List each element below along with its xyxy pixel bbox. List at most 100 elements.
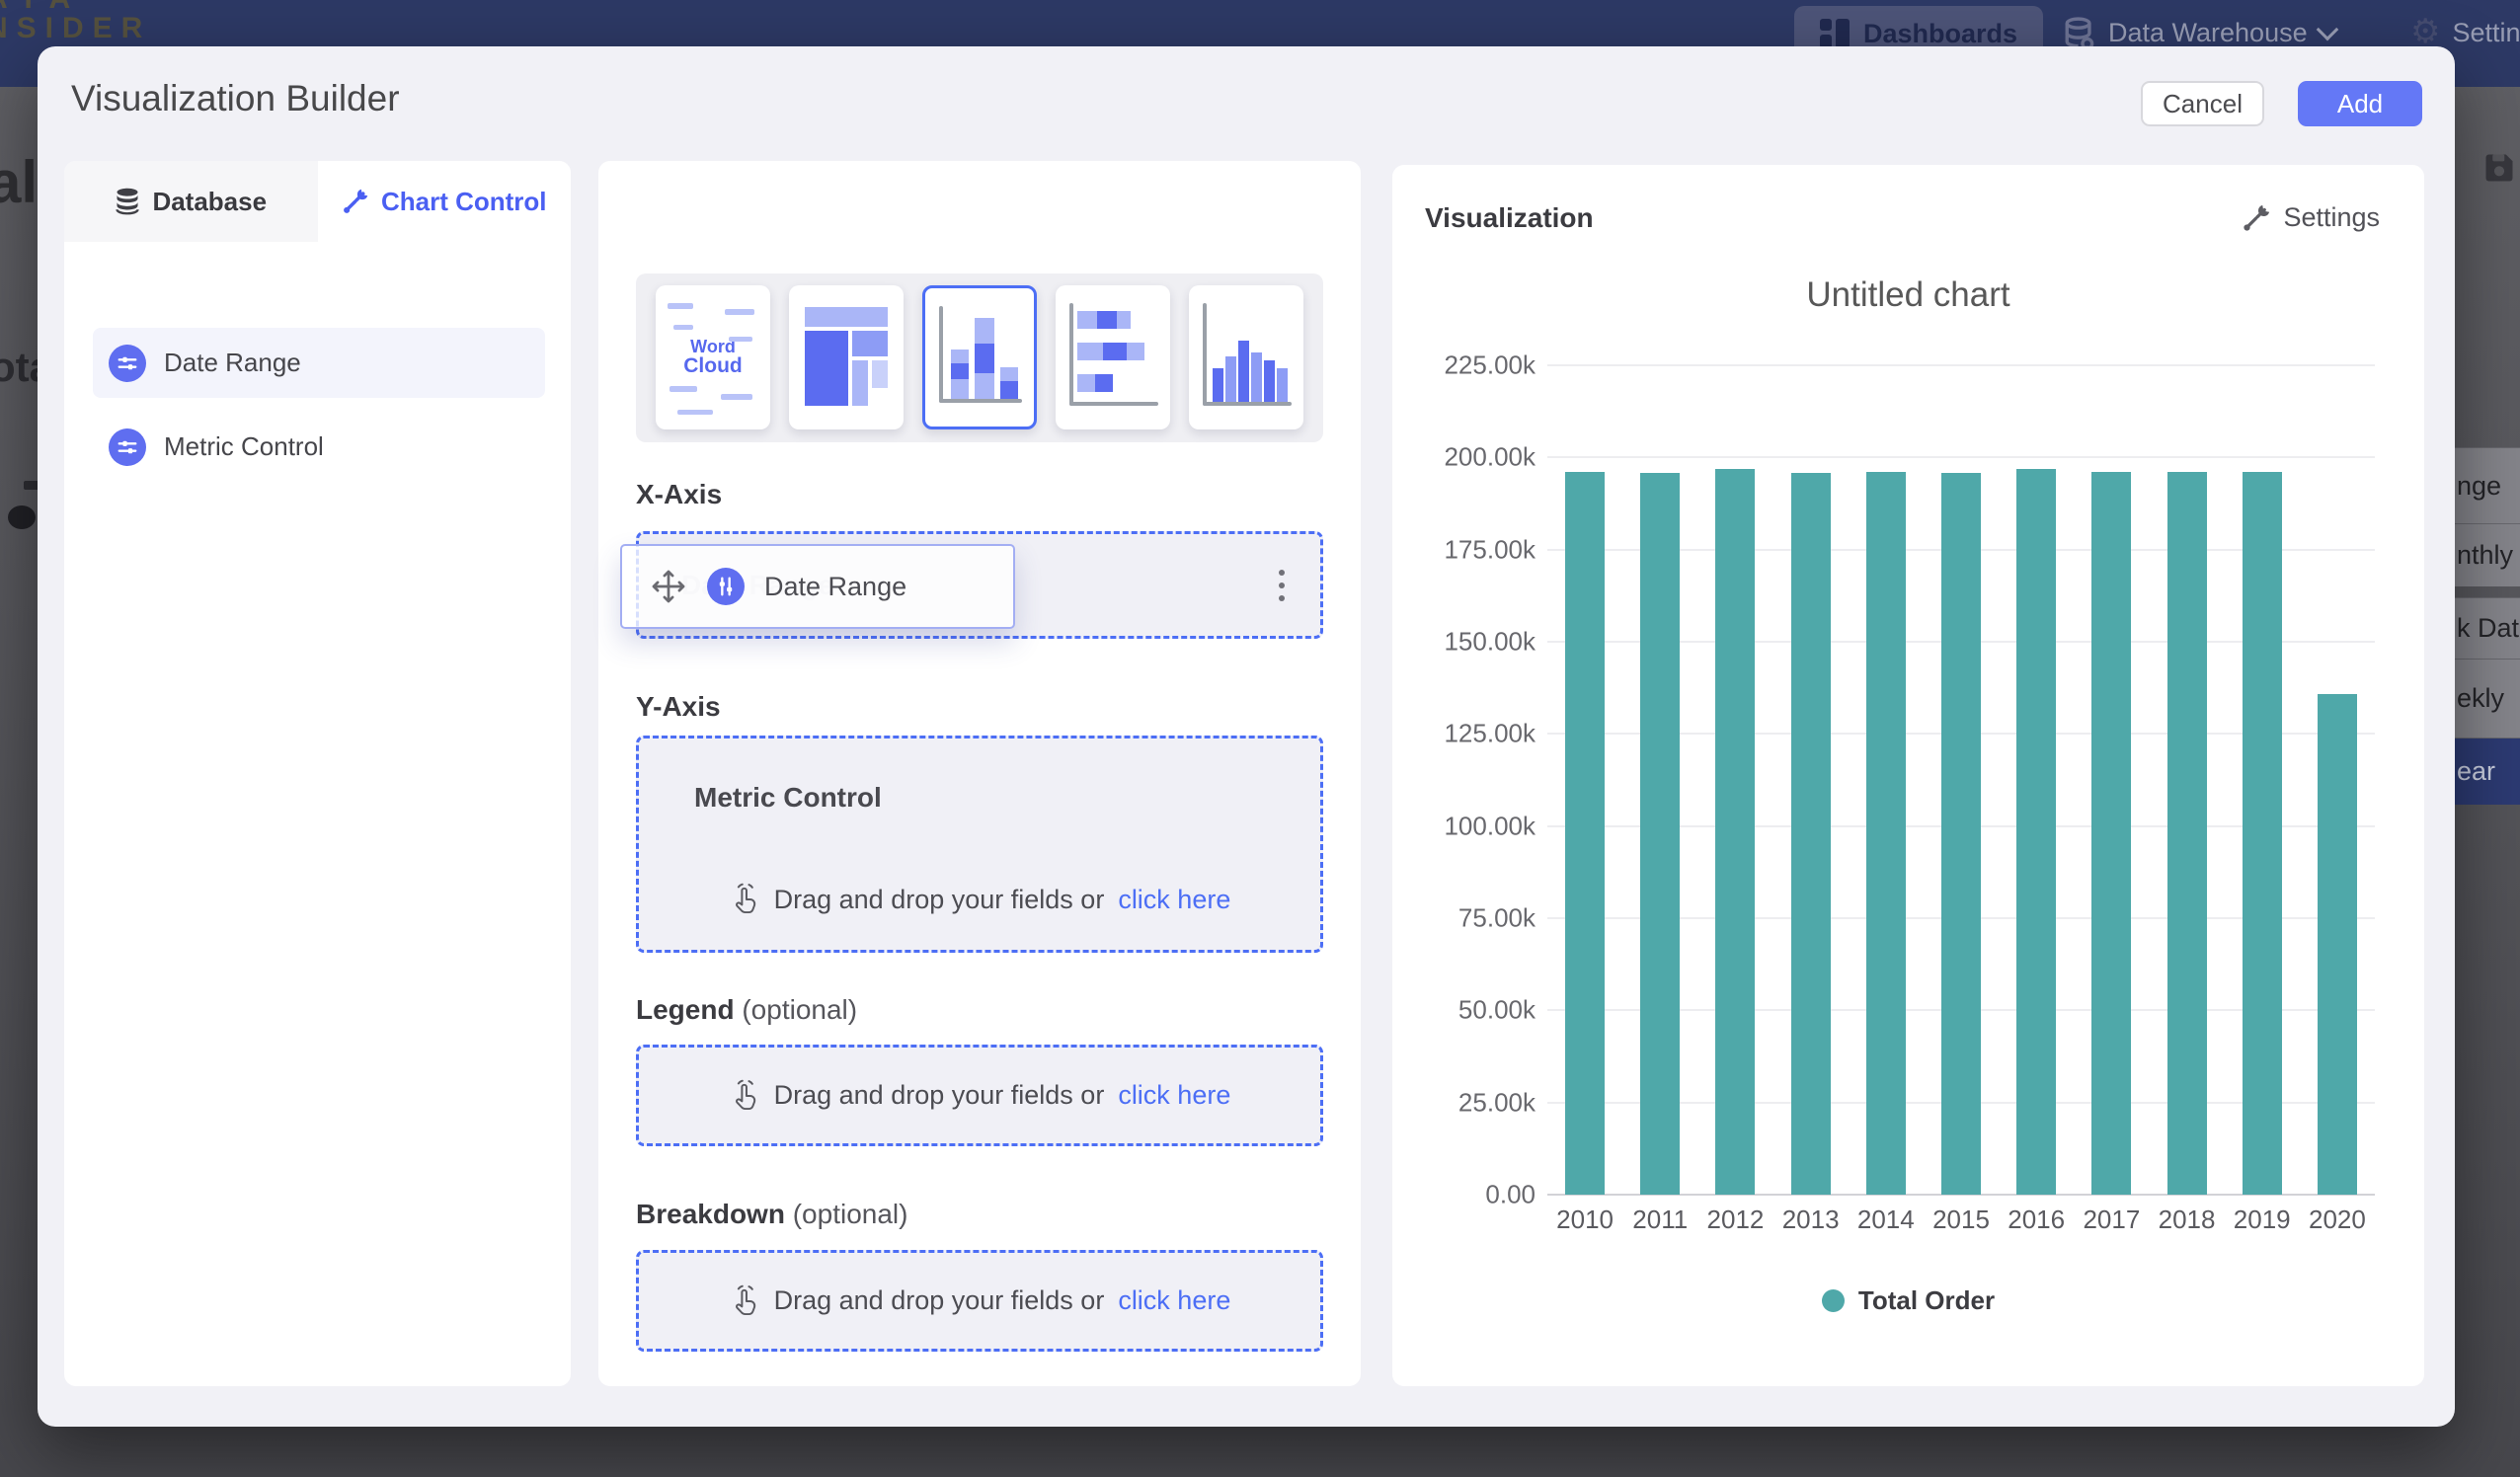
- background-dropdown-item[interactable]: nge: [2455, 447, 2520, 523]
- chart-type-word-cloud[interactable]: Word Cloud: [656, 285, 770, 429]
- dragged-field-label: Date Range: [764, 572, 906, 602]
- y-tick-label: 200.00k: [1399, 442, 1536, 473]
- click-here-link[interactable]: click here: [1118, 885, 1230, 915]
- y-axis-drop-zone[interactable]: Metric Control Drag and drop your fields…: [636, 736, 1323, 953]
- legend-heading: Legend (optional): [636, 994, 857, 1026]
- dropdown-item-label: k Date: [2455, 613, 2520, 644]
- dropdown-item-label: ear: [2455, 756, 2495, 787]
- y-axis-heading: Y-Axis: [636, 691, 721, 723]
- chart-type-treemap[interactable]: [789, 285, 904, 429]
- treemap-thumbnail: [805, 307, 888, 406]
- bar-2010[interactable]: [1565, 472, 1605, 1195]
- bar-chart-plot: 225.00k200.00k175.00k150.00k125.00k100.0…: [1547, 365, 2375, 1195]
- cancel-button[interactable]: Cancel: [2141, 81, 2264, 126]
- tap-hand-icon: [729, 883, 760, 916]
- background-dropdown-item[interactable]: ekly: [2455, 659, 2520, 738]
- bar-2015[interactable]: [1941, 473, 1981, 1195]
- chart-legend[interactable]: Total Order: [1392, 1285, 2424, 1316]
- y-tick-label: 75.00k: [1399, 903, 1536, 934]
- click-here-link[interactable]: click here: [1118, 1080, 1230, 1111]
- visualization-builder-modal: Visualization Builder Cancel Add Databas…: [38, 46, 2455, 1427]
- drop-text: Drag and drop your fields or: [774, 1080, 1105, 1111]
- bar-2014[interactable]: [1866, 472, 1906, 1195]
- word-cloud-word: Cloud: [683, 355, 742, 377]
- settings-button[interactable]: Settings: [2242, 202, 2380, 233]
- tab-database[interactable]: Database: [64, 161, 318, 242]
- modal-title: Visualization Builder: [71, 78, 400, 119]
- breakdown-drop-zone[interactable]: Drag and drop your fields or click here: [636, 1250, 1323, 1352]
- bar-2017[interactable]: [2091, 472, 2131, 1195]
- background-dropdown-item-selected[interactable]: ear: [2455, 738, 2520, 805]
- tap-hand-icon: [729, 1079, 760, 1113]
- chart-type-column[interactable]: [1189, 285, 1303, 429]
- background-bullet: [8, 505, 36, 529]
- nav-data-warehouse-label: Data Warehouse: [2108, 18, 2308, 48]
- y-axis-placeholder-title: Metric Control: [694, 782, 882, 814]
- chevron-down-icon: [2316, 19, 2338, 41]
- tap-hand-icon: [729, 1284, 760, 1318]
- field-item-date-range[interactable]: Date Range: [93, 328, 545, 398]
- fields-panel: Database Chart Control: [64, 161, 571, 1386]
- visualization-panel: Visualization Settings Untitled chart 22…: [1392, 165, 2424, 1386]
- bar-2011[interactable]: [1640, 473, 1680, 1195]
- field-item-metric-control[interactable]: Metric Control: [93, 412, 545, 482]
- legend-heading-label: Legend: [636, 994, 735, 1025]
- background-heading-fragment: al: [0, 148, 38, 216]
- legend-dot: [1822, 1289, 1845, 1312]
- control-sliders-icon: [707, 568, 745, 605]
- bar-2019[interactable]: [2243, 472, 2282, 1195]
- y-tick-label: 100.00k: [1399, 811, 1536, 841]
- drop-hint: Drag and drop your fields or click here: [639, 1079, 1320, 1113]
- add-button[interactable]: Add: [2298, 81, 2422, 126]
- chart-type-stacked-column-selected[interactable]: [922, 285, 1037, 429]
- dragged-field-date-range[interactable]: Date Range: [620, 544, 1015, 629]
- logo: ATA NSIDER: [0, 0, 151, 43]
- y-tick-label: 125.00k: [1399, 719, 1536, 749]
- drop-text: Drag and drop your fields or: [774, 885, 1105, 915]
- fields-tabbar: Database Chart Control: [64, 161, 571, 242]
- bar-2018[interactable]: [2167, 472, 2207, 1195]
- y-tick-label: 0.00: [1399, 1180, 1536, 1210]
- bar-2020[interactable]: [2318, 694, 2357, 1195]
- x-tick-label: 2020: [2293, 1205, 2382, 1235]
- click-here-link[interactable]: click here: [1118, 1285, 1230, 1316]
- gridline: [1547, 456, 2375, 458]
- dropdown-item-label: ekly: [2455, 683, 2504, 714]
- field-label: Metric Control: [164, 431, 324, 462]
- chart-type-tray: Word Cloud: [636, 273, 1323, 442]
- bar-2013[interactable]: [1791, 473, 1831, 1195]
- chart-title: Untitled chart: [1392, 275, 2424, 315]
- move-icon: [650, 568, 687, 605]
- breakdown-heading: Breakdown (optional): [636, 1199, 907, 1230]
- tab-database-label: Database: [152, 187, 267, 217]
- legend-drop-zone[interactable]: Drag and drop your fields or click here: [636, 1045, 1323, 1146]
- y-tick-label: 50.00k: [1399, 995, 1536, 1026]
- kebab-menu-icon[interactable]: [1279, 570, 1285, 601]
- tab-chart-control[interactable]: Chart Control: [318, 161, 572, 242]
- y-tick-label: 225.00k: [1399, 350, 1536, 381]
- nav-settings-label: Settin: [2452, 18, 2520, 48]
- gear-icon: ⚙: [2410, 12, 2440, 51]
- drop-hint: Drag and drop your fields or click here: [639, 1284, 1320, 1318]
- legend-optional-suffix: (optional): [742, 994, 857, 1025]
- background-dropdown-item[interactable]: nthly: [2455, 523, 2520, 586]
- breakdown-heading-label: Breakdown: [636, 1199, 785, 1229]
- database-icon: [115, 188, 140, 215]
- chart-type-stacked-bar[interactable]: [1056, 285, 1170, 429]
- breakdown-optional-suffix: (optional): [793, 1199, 908, 1229]
- dashboard-grid-icon: [1820, 19, 1850, 48]
- background-dropdown-item[interactable]: k Date: [2455, 597, 2520, 659]
- drop-text: Drag and drop your fields or: [774, 1285, 1105, 1316]
- tools-icon: [342, 188, 369, 215]
- gridline: [1547, 364, 2375, 366]
- nav-dashboards-label: Dashboards: [1863, 19, 2017, 49]
- legend-label: Total Order: [1858, 1285, 1995, 1316]
- visualization-heading: Visualization: [1425, 202, 1594, 234]
- dropdown-item-label: nge: [2455, 471, 2501, 502]
- bar-2016[interactable]: [2016, 469, 2056, 1195]
- logo-line-2: NSIDER: [0, 14, 151, 43]
- settings-label: Settings: [2283, 202, 2380, 233]
- bar-2012[interactable]: [1715, 469, 1755, 1195]
- save-icon[interactable]: [2481, 150, 2517, 191]
- dropdown-item-label: nthly: [2455, 540, 2513, 571]
